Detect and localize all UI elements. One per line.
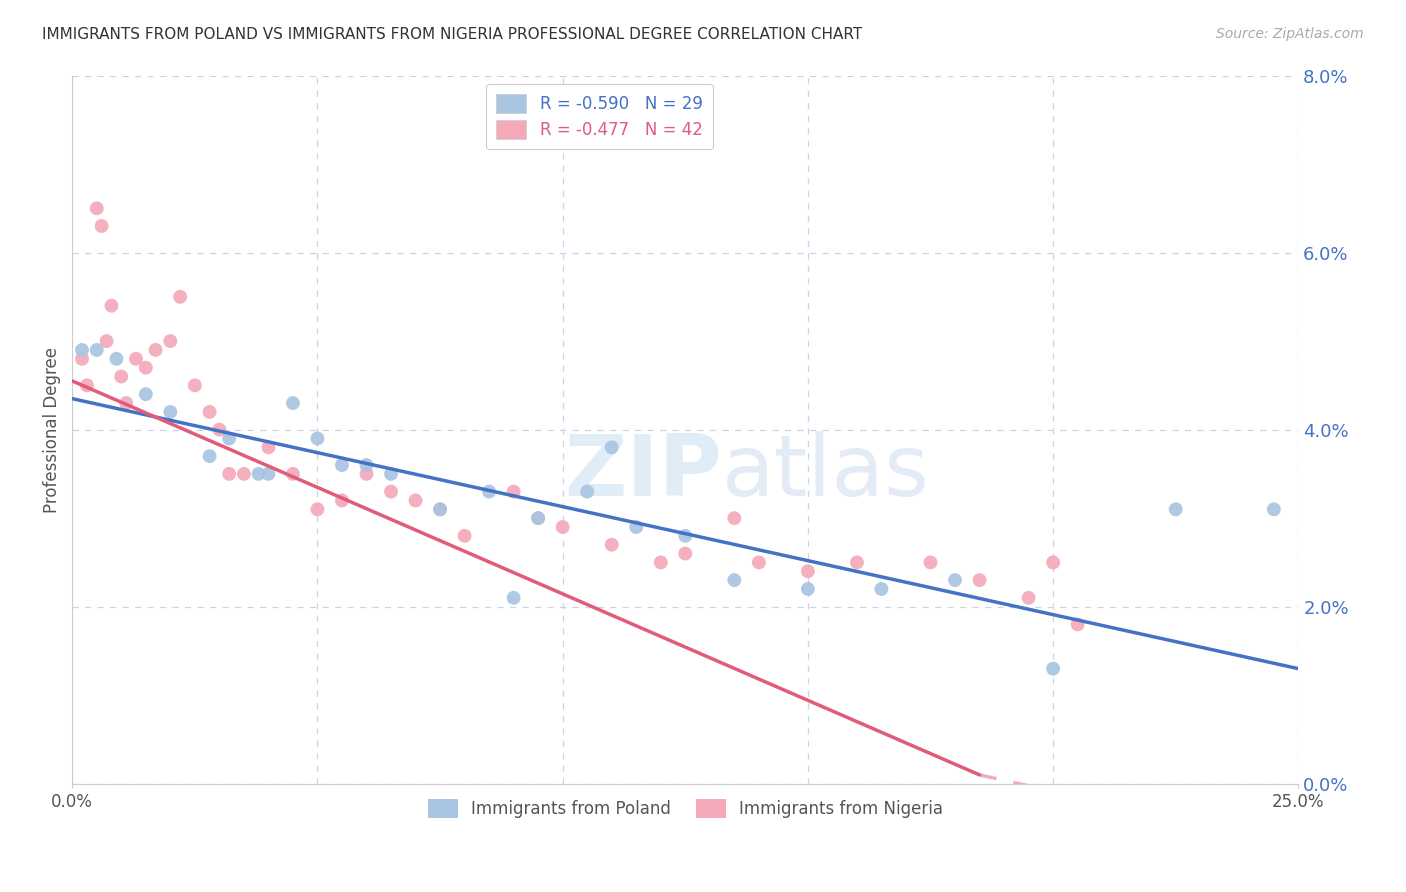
Point: [159, 405, 181, 419]
Point: [125, 351, 148, 366]
Point: [330, 493, 353, 508]
Point: [86, 202, 108, 216]
Point: [356, 467, 378, 481]
Point: [943, 573, 966, 587]
Point: [218, 432, 240, 446]
Point: [845, 556, 868, 570]
Point: [70, 351, 93, 366]
Point: [198, 405, 221, 419]
Point: [145, 343, 167, 357]
Text: atlas: atlas: [723, 431, 929, 514]
Legend: Immigrants from Poland, Immigrants from Nigeria: Immigrants from Poland, Immigrants from …: [420, 792, 949, 825]
Point: [184, 378, 207, 392]
Point: [576, 484, 599, 499]
Point: [257, 440, 280, 454]
Point: [90, 219, 112, 233]
Point: [208, 423, 231, 437]
Point: [307, 432, 329, 446]
Point: [870, 582, 893, 596]
Point: [307, 502, 329, 516]
Point: [86, 343, 108, 357]
Point: [198, 449, 221, 463]
Point: [105, 351, 128, 366]
Point: [797, 564, 820, 578]
Point: [1164, 502, 1187, 516]
Point: [169, 290, 191, 304]
Text: IMMIGRANTS FROM POLAND VS IMMIGRANTS FROM NIGERIA PROFESSIONAL DEGREE CORRELATIO: IMMIGRANTS FROM POLAND VS IMMIGRANTS FRO…: [42, 27, 862, 42]
Point: [232, 467, 254, 481]
Point: [218, 467, 240, 481]
Point: [1042, 662, 1064, 676]
Point: [723, 573, 745, 587]
Point: [1018, 591, 1040, 605]
Point: [429, 502, 451, 516]
Point: [100, 299, 122, 313]
Point: [429, 502, 451, 516]
Point: [76, 378, 98, 392]
Point: [673, 529, 696, 543]
Point: [673, 547, 696, 561]
Point: [527, 511, 550, 525]
Point: [502, 484, 524, 499]
Point: [356, 458, 378, 472]
Point: [96, 334, 118, 348]
Y-axis label: Professional Degree: Professional Degree: [44, 347, 60, 513]
Text: ZIP: ZIP: [564, 431, 723, 514]
Point: [527, 511, 550, 525]
Point: [626, 520, 648, 534]
Point: [478, 484, 501, 499]
Point: [969, 573, 991, 587]
Point: [135, 360, 157, 375]
Point: [281, 396, 304, 410]
Point: [247, 467, 270, 481]
Point: [281, 467, 304, 481]
Point: [257, 467, 280, 481]
Point: [115, 396, 138, 410]
Point: [70, 343, 93, 357]
Point: [1042, 556, 1064, 570]
Point: [453, 529, 475, 543]
Point: [650, 556, 672, 570]
Point: [1263, 502, 1285, 516]
Point: [551, 520, 574, 534]
Point: [1066, 617, 1088, 632]
Point: [748, 556, 770, 570]
Point: [600, 440, 623, 454]
Point: [159, 334, 181, 348]
Point: [920, 556, 942, 570]
Point: [135, 387, 157, 401]
Text: Source: ZipAtlas.com: Source: ZipAtlas.com: [1216, 27, 1364, 41]
Point: [723, 511, 745, 525]
Point: [380, 484, 402, 499]
Point: [405, 493, 427, 508]
Point: [502, 591, 524, 605]
Point: [330, 458, 353, 472]
Point: [380, 467, 402, 481]
Point: [600, 538, 623, 552]
Point: [797, 582, 820, 596]
Point: [110, 369, 132, 384]
